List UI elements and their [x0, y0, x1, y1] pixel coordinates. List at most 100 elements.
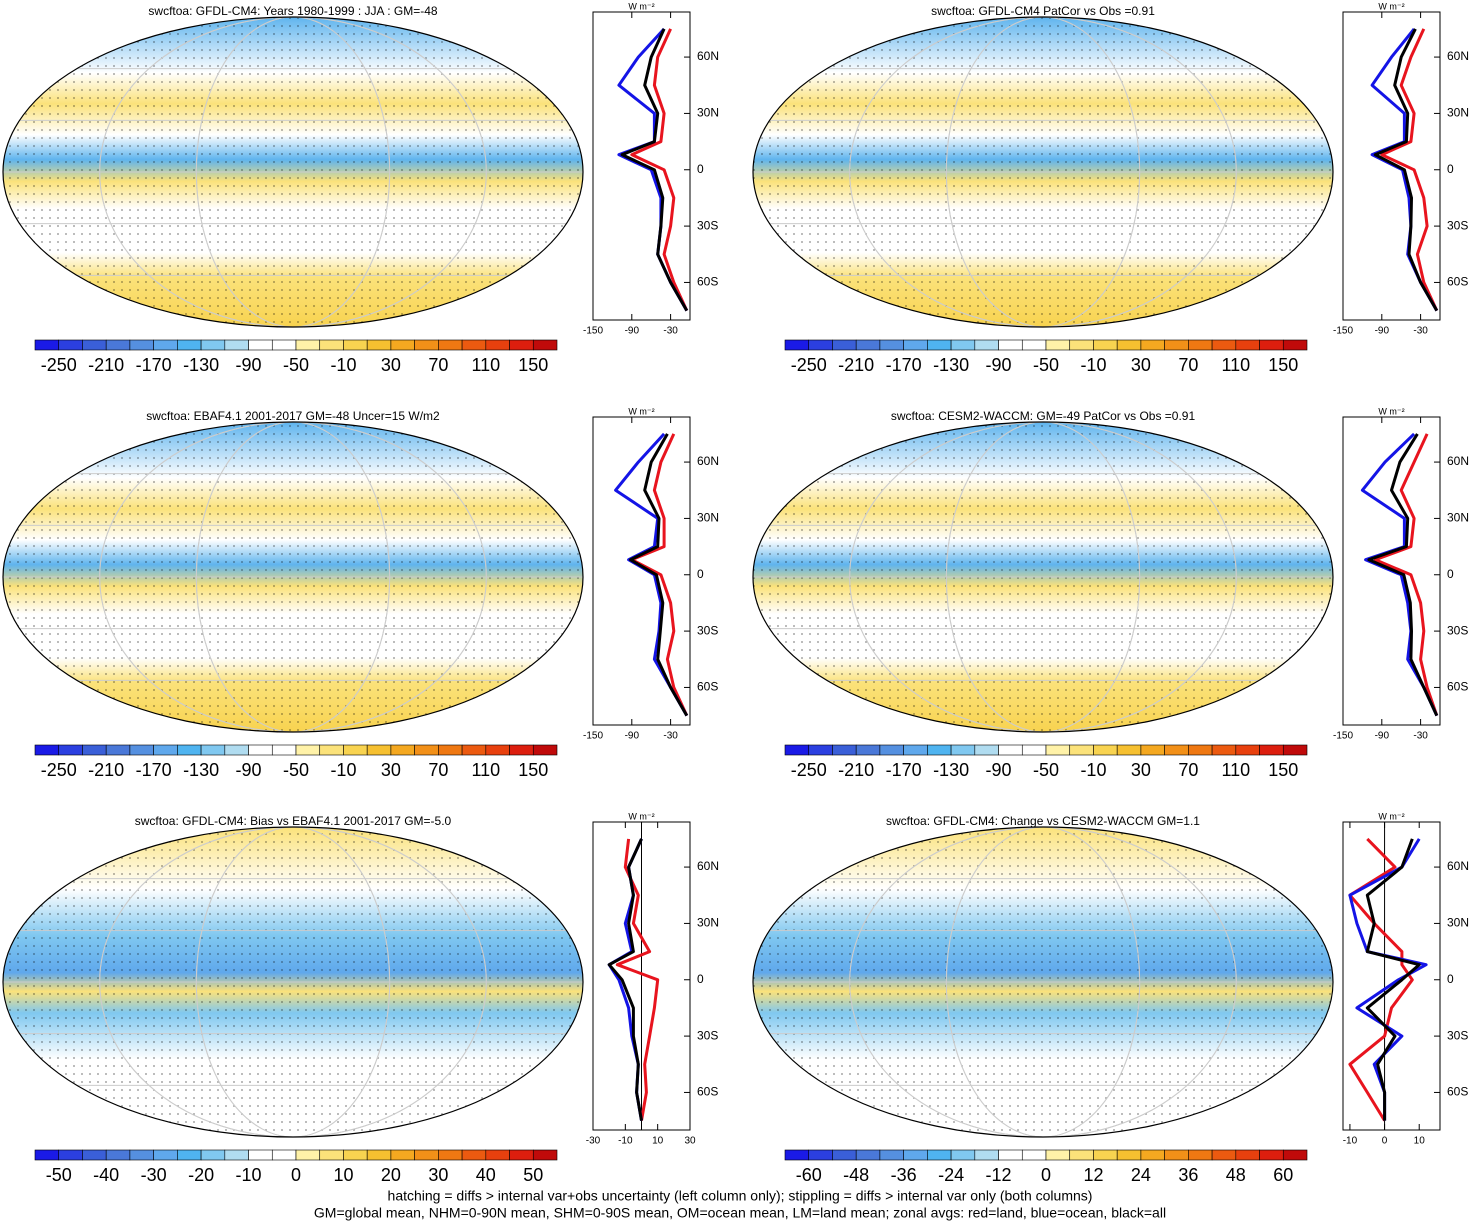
colorbar-box	[271, 1149, 297, 1161]
colorbar-label: -20	[188, 1165, 214, 1185]
colorbar-box	[1282, 744, 1308, 756]
colorbar-box	[1093, 1149, 1118, 1161]
plot-frame	[1342, 821, 1441, 1131]
colorbar-label: 150	[518, 355, 548, 375]
colorbar-label: 70	[428, 355, 448, 375]
colorbar-box	[927, 1149, 952, 1161]
colorbar-box	[1116, 339, 1142, 351]
colorbar-box	[1069, 339, 1094, 351]
x-tick-label: -30	[663, 326, 678, 337]
y-tick-label: 60S	[1447, 680, 1468, 694]
colorbar-box	[295, 339, 321, 351]
y-tick-label: 30S	[697, 623, 718, 637]
x-tick-label: 30	[684, 1136, 696, 1147]
x-tick-label: -150	[583, 326, 603, 337]
colorbar-label: 0	[1041, 1165, 1051, 1185]
colorbar-box	[343, 339, 368, 351]
colorbar-label: 110	[1221, 760, 1250, 780]
colorbar-box	[1164, 339, 1189, 351]
x-tick-label: -10	[618, 1136, 633, 1147]
colorbar-label: -210	[838, 355, 874, 375]
colorbar-label: -170	[136, 355, 172, 375]
colorbar-box	[200, 339, 226, 351]
colorbar-label: 12	[1083, 1165, 1103, 1185]
y-tick-label: 30N	[697, 511, 719, 525]
colorbar-label: -50	[1033, 355, 1059, 375]
x-tick-label: -30	[1413, 326, 1428, 337]
y-tick-label: 60S	[697, 275, 718, 289]
colorbar-label: 110	[471, 355, 500, 375]
colorbar-box	[153, 744, 178, 756]
map-title: swcftoa: GFDL-CM4 PatCor vs Obs =0.91	[931, 4, 1155, 18]
x-tick-label: -30	[586, 1136, 601, 1147]
y-tick-label: 60S	[697, 680, 718, 694]
colorbar-box	[343, 744, 368, 756]
colorbar-box	[927, 339, 952, 351]
colorbar-label: -30	[141, 1165, 167, 1185]
colorbar-box	[34, 339, 60, 351]
colorbar-label: -170	[886, 355, 922, 375]
colorbar-box	[177, 744, 202, 756]
map-border	[2, 826, 584, 1138]
zonal-line	[630, 28, 689, 312]
colorbar-box	[129, 339, 154, 351]
colorbar-label: -170	[886, 760, 922, 780]
footnote: hatching = diffs > internal var+obs unce…	[388, 1188, 1093, 1204]
colorbar-box	[438, 1149, 463, 1161]
colorbar-box	[153, 339, 178, 351]
colorbar-box	[1164, 744, 1189, 756]
colorbar-box	[1140, 744, 1165, 756]
colorbar-label: 70	[1178, 355, 1198, 375]
colorbar-box	[1282, 339, 1308, 351]
x-tick-label: 10	[652, 1136, 664, 1147]
colorbar-box	[974, 1149, 999, 1161]
colorbar-box	[34, 1149, 60, 1161]
axis-unit: W m⁻²	[1378, 1, 1404, 11]
colorbar-label: -50	[283, 355, 309, 375]
zonal-line	[1373, 433, 1439, 717]
colorbar-box	[129, 744, 154, 756]
y-tick-label: 30N	[697, 916, 719, 930]
colorbar-box	[1045, 339, 1071, 351]
colorbar-box	[998, 744, 1023, 756]
colorbar-label: 110	[471, 760, 500, 780]
y-tick-label: 60N	[1447, 454, 1469, 468]
colorbar-box	[438, 744, 463, 756]
colorbar-box	[509, 339, 534, 351]
colorbar-box	[438, 339, 463, 351]
colorbar-box	[461, 744, 487, 756]
colorbar-box	[1116, 1149, 1142, 1161]
colorbar-box	[319, 1149, 344, 1161]
colorbar-box	[200, 1149, 226, 1161]
colorbar-label: 48	[1226, 1165, 1246, 1185]
colorbar-label: -90	[236, 355, 262, 375]
colorbar-box	[248, 744, 273, 756]
colorbar-box	[58, 339, 83, 351]
colorbar-box	[153, 1149, 178, 1161]
colorbar-label: 24	[1131, 1165, 1151, 1185]
colorbar-label: 150	[1268, 355, 1298, 375]
colorbar-box	[903, 339, 928, 351]
colorbar-label: -250	[41, 760, 77, 780]
colorbar-box	[343, 1149, 368, 1161]
zonal-line	[1348, 838, 1428, 1121]
y-tick-label: 30N	[1447, 916, 1469, 930]
colorbar-label: -10	[1080, 355, 1106, 375]
colorbar-box	[784, 339, 810, 351]
colorbar-box	[998, 339, 1023, 351]
colorbar-label: -36	[891, 1165, 917, 1185]
colorbar-label: -50	[1033, 760, 1059, 780]
colorbar-box	[532, 744, 558, 756]
map-title: swcftoa: GFDL-CM4: Bias vs EBAF4.1 2001-…	[135, 814, 452, 828]
colorbar-box	[105, 339, 131, 351]
y-tick-label: 30N	[1447, 511, 1469, 525]
y-tick-label: 30S	[697, 218, 718, 232]
colorbar-label: 30	[1131, 760, 1151, 780]
y-tick-label: 60S	[1447, 1085, 1468, 1099]
colorbar-box	[1235, 1149, 1260, 1161]
colorbar-box	[927, 744, 952, 756]
axis-unit: W m⁻²	[628, 811, 654, 821]
colorbar-box	[248, 339, 273, 351]
y-tick-label: 30S	[1447, 1028, 1468, 1042]
colorbar-box	[319, 339, 344, 351]
